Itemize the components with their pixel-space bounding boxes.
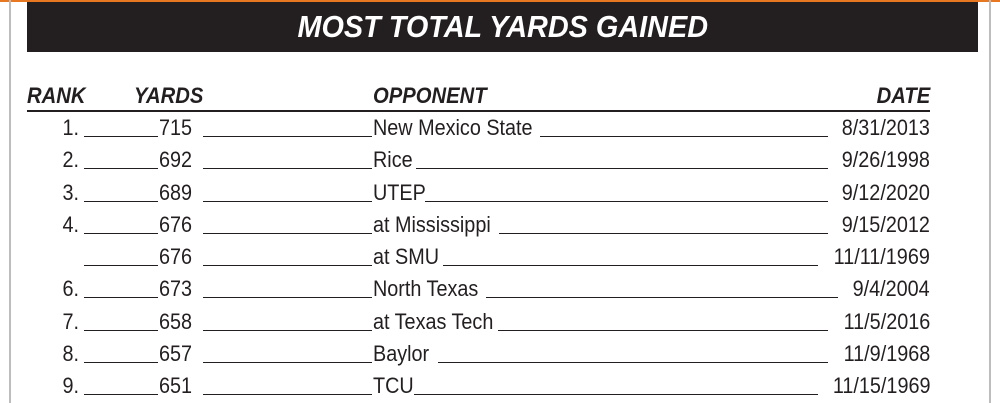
leader-line xyxy=(203,144,372,170)
date-cell: 9/12/2020 xyxy=(841,179,930,205)
yards-cell: 651 xyxy=(159,373,193,399)
section-banner: MOST TOTAL YARDS GAINED xyxy=(27,2,978,52)
leader-line xyxy=(84,338,158,364)
yards-cell: 658 xyxy=(159,308,193,334)
leader-line xyxy=(203,241,372,267)
column-header-rank: RANK xyxy=(27,83,86,108)
leader-line xyxy=(84,273,158,299)
date-cell: 11/15/1969 xyxy=(832,373,930,399)
opponent-cell: at Texas Tech xyxy=(373,308,494,334)
leader-line xyxy=(416,144,828,170)
opponent-cell: TCU xyxy=(373,373,414,399)
rank-cell: 3. xyxy=(62,179,79,205)
rank-cell: 7. xyxy=(62,308,79,334)
rank-cell: 8. xyxy=(62,341,79,367)
opponent-cell: New Mexico State xyxy=(373,115,533,140)
column-header-yards: YARDS xyxy=(134,83,204,108)
opponent-cell: Rice xyxy=(373,147,413,173)
rank-cell: 6. xyxy=(62,276,79,302)
yards-cell: 692 xyxy=(159,147,193,173)
section-title: MOST TOTAL YARDS GAINED xyxy=(297,9,708,44)
right-margin-rule xyxy=(989,0,991,403)
opponent-cell: at SMU xyxy=(373,244,440,270)
leader-line xyxy=(414,370,818,396)
rank-cell: 4. xyxy=(62,211,79,237)
leader-line xyxy=(203,370,372,396)
leader-line xyxy=(425,177,828,202)
top-accent-rule xyxy=(0,0,1000,2)
date-cell: 9/26/1998 xyxy=(841,147,930,173)
leader-line xyxy=(203,338,372,364)
leader-line xyxy=(498,306,828,331)
table-row: 7. 658 at Texas Tech 11/5/2016 xyxy=(27,306,930,338)
date-cell: 9/4/2004 xyxy=(852,276,930,302)
leader-line xyxy=(84,112,158,137)
yards-cell: 689 xyxy=(159,179,193,205)
rank-cell: 9. xyxy=(62,373,79,399)
date-cell: 11/9/1968 xyxy=(843,341,930,367)
date-cell: 11/5/2016 xyxy=(843,308,930,334)
leader-line xyxy=(203,306,372,331)
yards-cell: 673 xyxy=(159,276,193,302)
opponent-cell: North Texas xyxy=(373,276,479,302)
leader-line xyxy=(203,209,372,234)
opponent-cell: at Mississippi xyxy=(373,211,491,237)
yards-cell: 657 xyxy=(159,341,193,367)
leader-line xyxy=(84,144,158,170)
leader-line xyxy=(84,209,158,234)
table-header: RANK YARDS OPPONENT DATE xyxy=(27,82,930,112)
yards-cell: 676 xyxy=(159,244,193,270)
leader-line xyxy=(203,177,372,202)
table-row: 676 at SMU 11/11/1969 xyxy=(27,241,930,273)
leader-line xyxy=(84,306,158,331)
table-body: 1. 715 New Mexico State 8/31/2013 2. 692 Rice 9… xyxy=(27,112,930,403)
records-table: RANK YARDS OPPONENT DATE 1. 715 New Mexico… xyxy=(27,82,930,403)
date-cell: 8/31/2013 xyxy=(841,115,930,140)
column-header-opponent: OPPONENT xyxy=(373,83,487,108)
leader-line xyxy=(84,370,158,396)
leader-line xyxy=(84,177,158,202)
leader-line xyxy=(203,112,372,137)
leader-line xyxy=(443,241,818,267)
leader-line xyxy=(438,338,828,364)
column-header-date: DATE xyxy=(876,83,930,108)
leader-line xyxy=(499,209,828,234)
left-margin-rule xyxy=(9,0,11,403)
leader-line xyxy=(540,112,828,137)
opponent-cell: UTEP xyxy=(373,179,426,205)
table-row: 6. 673 North Texas 9/4/2004 xyxy=(27,273,930,305)
rank-cell: 2. xyxy=(62,147,79,173)
date-cell: 9/15/2012 xyxy=(841,211,930,237)
leader-line xyxy=(486,273,838,299)
rank-cell: 1. xyxy=(62,115,79,140)
table-row: 3. 689 UTEP 9/12/2020 xyxy=(27,177,930,209)
leader-line xyxy=(84,241,158,267)
table-row: 2. 692 Rice 9/26/1998 xyxy=(27,144,930,176)
table-row: 9. 651 TCU 11/15/1969 xyxy=(27,370,930,402)
table-row: 8. 657 Baylor 11/9/1968 xyxy=(27,338,930,370)
table-row: 1. 715 New Mexico State 8/31/2013 xyxy=(27,112,930,144)
opponent-cell: Baylor xyxy=(373,341,430,367)
yards-cell: 715 xyxy=(159,115,193,140)
leader-line xyxy=(203,273,372,299)
date-cell: 11/11/1969 xyxy=(833,244,930,270)
table-row: 4. 676 at Mississippi 9/15/2012 xyxy=(27,209,930,241)
yards-cell: 676 xyxy=(159,211,193,237)
